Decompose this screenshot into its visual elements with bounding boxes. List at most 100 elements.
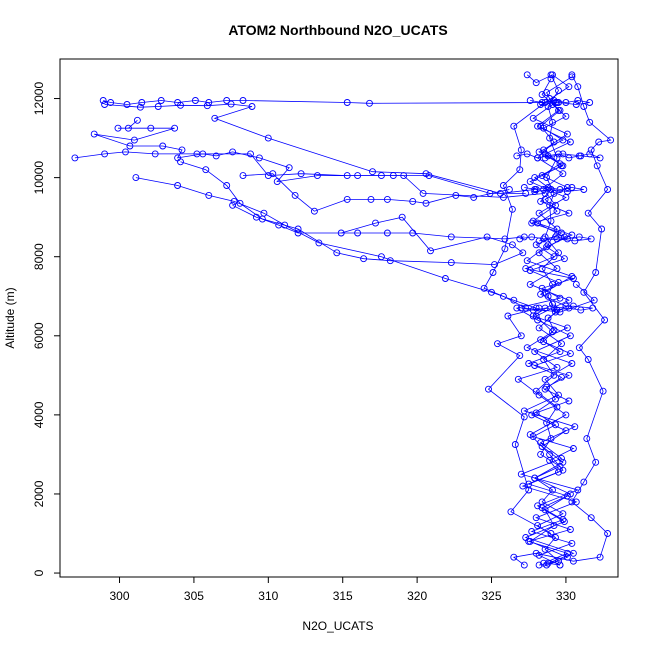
data-point [151, 150, 159, 158]
data-point [202, 166, 210, 174]
series-line [487, 307, 552, 534]
data-point [526, 537, 534, 545]
data-point [575, 344, 583, 352]
x-tick-label: 305 [184, 589, 204, 603]
data-point [563, 188, 571, 195]
data-point [447, 233, 455, 241]
data-point [538, 504, 546, 512]
data-point [558, 229, 565, 237]
data-point [508, 241, 516, 249]
data-point [547, 530, 555, 537]
y-tick-label: 8000 [32, 243, 46, 270]
data-point [255, 154, 263, 162]
data-point [586, 118, 594, 126]
data-point [568, 498, 576, 506]
data-point [367, 195, 375, 203]
series-7 [510, 71, 615, 569]
y-tick-label: 0 [32, 569, 46, 576]
data-point [480, 284, 488, 292]
data-point [589, 304, 597, 312]
data-point [559, 516, 567, 524]
x-tick-label: 300 [110, 589, 130, 603]
data-point [549, 101, 556, 108]
data-point [562, 411, 570, 419]
data-point [285, 164, 293, 172]
series-20 [239, 170, 513, 215]
data-point [114, 124, 122, 132]
data-point [568, 184, 576, 191]
data-point [580, 478, 588, 486]
y-tick-label: 4000 [32, 401, 46, 428]
series-11 [516, 233, 595, 245]
data-point [529, 217, 537, 225]
data-point [229, 148, 237, 156]
x-tick-label: 320 [407, 589, 427, 603]
series-8 [480, 71, 598, 316]
data-point [535, 237, 543, 245]
data-point [523, 71, 531, 79]
series-18 [132, 174, 540, 312]
data-point [568, 539, 576, 547]
data-point [562, 112, 570, 120]
data-point [258, 215, 266, 223]
data-point [386, 257, 394, 265]
data-point [212, 152, 220, 160]
data-point [563, 235, 571, 243]
data-point [494, 340, 501, 348]
data-point [294, 225, 302, 233]
data-point [528, 528, 536, 535]
data-point [566, 332, 574, 340]
data-point [427, 247, 434, 255]
data-point [537, 101, 545, 108]
data-point [598, 225, 606, 233]
data-point [534, 316, 542, 324]
data-point [513, 304, 521, 312]
data-point [400, 172, 408, 180]
data-point [522, 265, 530, 273]
chart-title: ATOM2 Northbound N2O_UCATS [228, 22, 447, 38]
data-point [133, 116, 141, 124]
data-point [343, 195, 351, 203]
y-axis: 0 2000 4000 6000 8000 10000 12000 [32, 82, 60, 576]
data-point [568, 73, 576, 81]
data-point [264, 172, 272, 180]
series-17 [71, 148, 549, 201]
series-line [512, 74, 612, 566]
data-point [575, 233, 583, 241]
data-point [343, 99, 351, 106]
data-point [157, 97, 165, 104]
data-point [555, 106, 562, 114]
data-point [590, 296, 598, 304]
data-point [177, 101, 184, 109]
data-point [126, 142, 134, 150]
data-point [227, 100, 235, 108]
data-point [531, 186, 539, 193]
data-point [441, 275, 449, 282]
data-point [291, 191, 299, 199]
data-point [572, 280, 580, 288]
data-point [507, 508, 515, 516]
data-point [546, 456, 554, 464]
data-point [313, 172, 321, 180]
data-point [422, 199, 430, 207]
data-point [510, 553, 518, 561]
data-point [517, 304, 525, 312]
data-point [505, 186, 513, 193]
x-tick-label: 315 [333, 589, 353, 603]
series-line [103, 100, 558, 105]
series-12 [517, 302, 597, 314]
y-tick-label: 10000 [32, 161, 46, 195]
data-point [337, 229, 345, 237]
data-point [553, 207, 561, 215]
data-point [107, 99, 115, 106]
data-point [264, 134, 272, 142]
data-point [569, 557, 577, 565]
data-point [563, 324, 571, 332]
data-point [523, 150, 531, 158]
data-point [559, 150, 567, 158]
data-point [574, 83, 582, 91]
data-point [252, 213, 260, 221]
data-point [534, 154, 542, 162]
data-point [540, 338, 548, 346]
data-point [555, 278, 562, 286]
